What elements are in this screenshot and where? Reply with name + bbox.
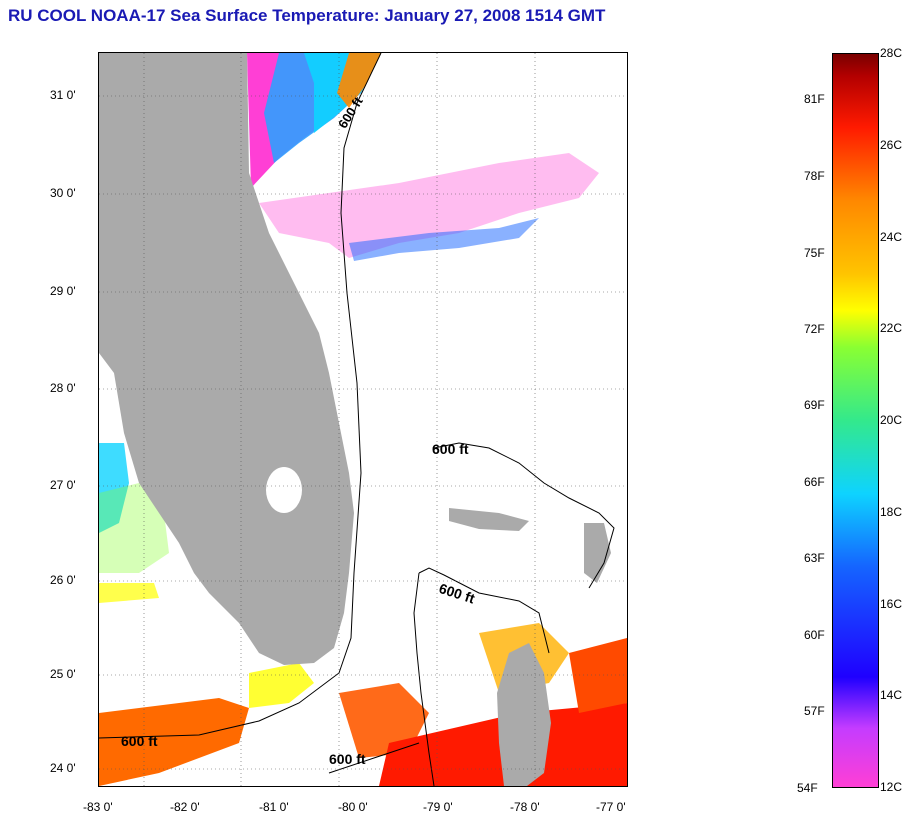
sst-map[interactable]: 600 ft 600 ft 600 ft 600 ft 600 ft: [98, 52, 628, 787]
colorbar-f-label: 72F: [804, 322, 825, 336]
sst-patches: [99, 53, 627, 786]
lat-label: 26 0': [50, 573, 76, 587]
colorbar-f-label: 66F: [804, 475, 825, 489]
lon-label: -79 0': [423, 800, 453, 814]
contour-label: 600 ft: [121, 733, 158, 749]
colorbar-f-label: 63F: [804, 551, 825, 565]
colorbar-f-label: 57F: [804, 704, 825, 718]
colorbar-f-label: 60F: [804, 628, 825, 642]
lon-label: -83 0': [83, 800, 113, 814]
colorbar-c-label: 18C: [880, 505, 903, 519]
abaco-island: [584, 523, 611, 583]
lat-label: 31 0': [50, 88, 76, 102]
map-title: RU COOL NOAA-17 Sea Surface Temperature:…: [8, 6, 606, 25]
lon-label: -82 0': [170, 800, 200, 814]
colorbar-f-label: 54F: [797, 781, 818, 795]
lon-label: -77 0': [596, 800, 626, 814]
florida-peninsula: [99, 53, 354, 665]
sst-warm-patch-south: [99, 698, 249, 786]
colorbar-c-label: 16C: [880, 597, 903, 611]
colorbar-f-label: 75F: [804, 246, 825, 260]
lon-label: -81 0': [259, 800, 289, 814]
contour-little-bahama-bank: [433, 442, 615, 589]
lat-label: 28 0': [50, 381, 76, 395]
contour-label: 600 ft: [329, 751, 366, 767]
contour-label: 600 ft: [432, 441, 469, 457]
andros-island: [497, 643, 551, 786]
lat-label: 27 0': [50, 478, 76, 492]
colorbar-c-label: 14C: [880, 688, 903, 702]
lat-label: 25 0': [50, 667, 76, 681]
colorbar-c-label: 12C: [880, 780, 903, 794]
lake-okeechobee: [266, 467, 302, 513]
lon-label: -78 0': [510, 800, 540, 814]
grand-bahama: [449, 508, 529, 531]
temperature-colorbar: [832, 53, 879, 788]
colorbar-c-label: 20C: [880, 413, 903, 427]
colorbar-c-label: 26C: [880, 138, 903, 152]
colorbar-c-label: 28C: [880, 46, 903, 60]
colorbar-c-label: 22C: [880, 321, 903, 335]
colorbar-c-label: 24C: [880, 230, 903, 244]
lat-lon-grid: [99, 53, 627, 786]
lat-label: 30 0': [50, 186, 76, 200]
lat-label: 29 0': [50, 284, 76, 298]
lat-label: 24 0': [50, 761, 76, 775]
lon-label: -80 0': [338, 800, 368, 814]
land-masses: [99, 53, 611, 786]
colorbar-f-label: 81F: [804, 92, 825, 106]
contour-florida-shelf: [99, 53, 382, 739]
depth-contours: [99, 53, 615, 786]
contour-great-bahama-bank: [413, 567, 550, 786]
colorbar-f-label: 78F: [804, 169, 825, 183]
colorbar-f-label: 69F: [804, 398, 825, 412]
